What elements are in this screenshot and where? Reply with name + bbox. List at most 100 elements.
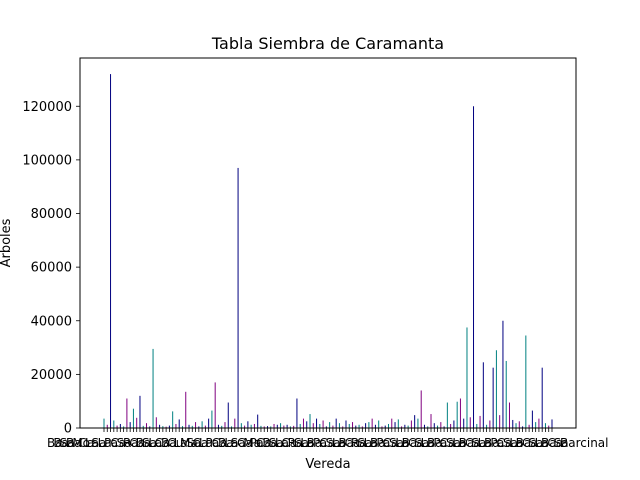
x-axis-ticks — [103, 428, 553, 432]
bar — [136, 417, 138, 428]
bar — [397, 419, 399, 428]
bar — [479, 415, 481, 428]
x-tick-label: Ba — [402, 436, 418, 450]
bar — [522, 426, 524, 428]
bar — [316, 418, 318, 428]
bar — [453, 420, 455, 428]
x-tick-label: Sa — [231, 436, 246, 450]
x-tick-label: Sa — [326, 436, 341, 450]
x-tick-label: La — [148, 436, 162, 450]
bar — [365, 423, 367, 428]
bar — [155, 417, 157, 428]
x-tick-label: Ba — [262, 436, 278, 450]
x-tick-label: Sa — [186, 436, 201, 450]
bar — [208, 418, 210, 428]
chart-title: Tabla Siembra de Caramanta — [211, 34, 444, 53]
bar — [371, 418, 373, 428]
x-tick-label: Ba — [459, 436, 475, 450]
x-tick-label: La — [174, 436, 188, 450]
bar — [384, 425, 386, 428]
x-tick-label: Sa — [471, 436, 486, 450]
bar — [139, 395, 141, 428]
x-tick-label: Pa — [104, 436, 118, 450]
bar — [325, 426, 327, 428]
bar — [407, 425, 409, 428]
x-tick-label: Pa — [433, 436, 447, 450]
bar — [253, 423, 255, 428]
bar — [404, 424, 406, 428]
bar — [116, 425, 118, 428]
y-tick-label: 20000 — [31, 368, 72, 383]
bar — [129, 422, 131, 428]
x-tick-label: La — [224, 436, 238, 450]
bar — [469, 417, 471, 428]
bar — [508, 402, 510, 428]
x-tick-label: Ca — [155, 436, 171, 450]
bar — [195, 422, 197, 428]
x-tick-label: Ba — [53, 436, 69, 450]
y-tick-label: 0 — [64, 422, 72, 437]
x-tick-label: Sa — [357, 436, 372, 450]
bar — [417, 418, 419, 428]
x-tick-label: Ba — [66, 436, 82, 450]
bar — [492, 367, 494, 428]
bar — [358, 424, 360, 428]
bar — [302, 418, 304, 428]
bar — [329, 422, 331, 428]
bar — [103, 418, 105, 428]
bar — [198, 426, 200, 428]
bar — [430, 414, 432, 428]
bar — [126, 398, 128, 428]
bar — [489, 420, 491, 428]
bar — [152, 348, 154, 428]
bar — [306, 421, 308, 428]
x-tick-label: Ca — [237, 436, 253, 450]
bar — [181, 426, 183, 428]
bar — [168, 425, 170, 428]
x-tick-label: La — [452, 436, 466, 450]
x-tick-label: Ba — [516, 436, 532, 450]
bar — [106, 424, 108, 428]
x-tick-label: Ca — [129, 436, 145, 450]
x-tick-label: Ca — [345, 436, 361, 450]
y-tick-label: 120000 — [22, 100, 72, 115]
x-tick-label: Ba — [427, 436, 443, 450]
x-tick-label: La — [395, 436, 409, 450]
x-tick-label: Ca — [193, 436, 209, 450]
bar — [391, 418, 393, 428]
bar — [463, 418, 465, 428]
bar — [388, 423, 389, 428]
x-tick-label: Sa — [389, 436, 404, 450]
bar — [240, 423, 242, 428]
bar — [374, 424, 376, 428]
bar — [221, 425, 223, 428]
x-tick-label: Sa — [294, 436, 309, 450]
bar — [162, 426, 164, 428]
x-tick-label: Ca — [465, 436, 481, 450]
bar — [512, 419, 514, 428]
bar — [433, 423, 435, 428]
bar — [538, 418, 540, 428]
x-tick-label: Ra — [123, 436, 138, 450]
bar — [486, 424, 488, 428]
bar — [191, 425, 193, 428]
x-tick-label: Ra — [288, 436, 303, 450]
x-tick-label: Ca — [110, 436, 126, 450]
bar-series — [103, 74, 553, 428]
bar — [293, 425, 295, 428]
bar — [332, 425, 334, 428]
x-tick-label: La — [509, 436, 523, 450]
bar — [338, 423, 340, 428]
bar — [237, 167, 239, 428]
bar — [178, 419, 180, 428]
bar — [319, 423, 321, 428]
x-tick-label: La — [275, 436, 289, 450]
bar — [270, 426, 272, 428]
bar — [280, 423, 282, 428]
x-tick-label: Ma — [180, 436, 198, 450]
x-tick-label: Ba — [47, 436, 63, 450]
bar — [505, 360, 507, 428]
bar — [273, 423, 275, 428]
x-tick-label: Mo — [72, 436, 90, 450]
bar — [525, 335, 527, 428]
